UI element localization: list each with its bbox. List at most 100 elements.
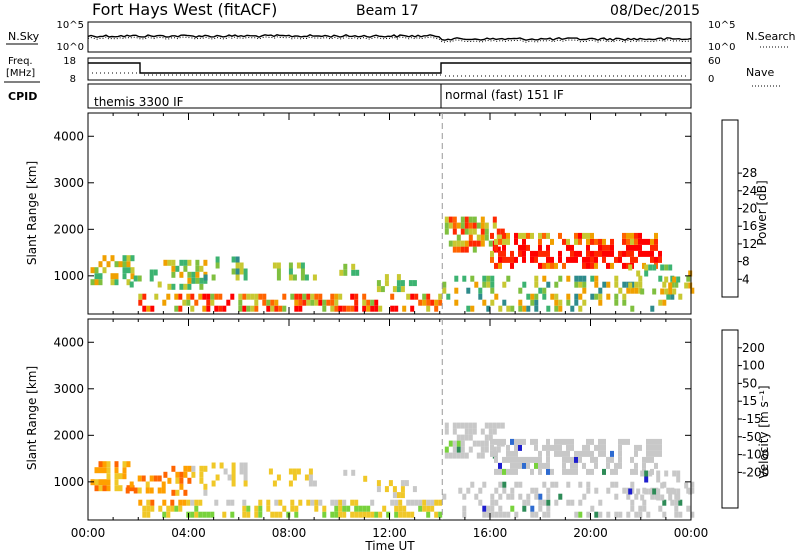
- power-cell: [626, 244, 630, 251]
- vel-cell: [157, 475, 162, 482]
- vel-cell: [122, 473, 127, 480]
- vel-cell: [150, 499, 155, 506]
- power-cell: [530, 299, 535, 306]
- vel-cell: [618, 438, 622, 445]
- vel-cell: [662, 499, 667, 506]
- power-cell: [546, 256, 550, 263]
- vel-cell: [231, 480, 236, 487]
- vel-cell: [129, 481, 134, 488]
- power-cell: [590, 232, 594, 239]
- power-cell: [167, 283, 172, 290]
- power-cell: [634, 232, 638, 239]
- vel-cell: [258, 505, 263, 512]
- vel-cell: [546, 487, 551, 494]
- power-cell: [310, 293, 315, 300]
- power-cell: [626, 250, 630, 257]
- vel-cell: [306, 499, 311, 506]
- vel-cell: [654, 438, 658, 445]
- vel-cell: [484, 422, 489, 429]
- vel-cell: [258, 511, 263, 518]
- vel-cell: [170, 505, 175, 512]
- vel-cell: [566, 444, 570, 451]
- power-cell: [203, 259, 208, 266]
- power-cell: [262, 299, 267, 306]
- power-cell: [622, 232, 626, 239]
- vel-cell: [484, 446, 489, 453]
- vel-cell: [602, 450, 606, 457]
- vel-cell: [142, 505, 147, 512]
- y-tick-label: 2000: [53, 222, 84, 236]
- vel-cell: [476, 452, 481, 459]
- power-cell: [510, 305, 515, 312]
- power-cell: [668, 288, 673, 295]
- power-cell: [674, 281, 679, 288]
- vel-cell: [194, 499, 199, 506]
- vel-cell: [230, 511, 235, 518]
- power-cell: [187, 277, 192, 284]
- vel-cell: [464, 422, 469, 429]
- power-cell: [654, 232, 658, 239]
- freq-label-2: [MHz]: [6, 68, 35, 79]
- vel-cell: [444, 446, 449, 453]
- vel-cell: [506, 493, 511, 500]
- power-cell: [130, 267, 135, 274]
- power-cell: [610, 262, 614, 269]
- vel-cell: [530, 487, 535, 494]
- vel-cell: [578, 499, 583, 506]
- vel-cell: [166, 505, 171, 512]
- x-tick-label: 12:00: [372, 526, 407, 540]
- vel-cell: [161, 481, 166, 488]
- power-cell: [622, 262, 626, 269]
- power-cell: [554, 262, 558, 269]
- y-tick-label: 4000: [53, 335, 84, 349]
- power-cell: [452, 240, 457, 247]
- vel-cell: [626, 438, 630, 445]
- vel-cell: [456, 434, 461, 441]
- vel-cell: [534, 462, 538, 469]
- y-tick-label: 1000: [53, 269, 84, 283]
- nave-tick-top: 60: [708, 56, 721, 67]
- power-cell: [630, 232, 634, 239]
- vel-cell: [122, 467, 127, 474]
- vel-cell: [546, 444, 550, 451]
- vel-cell: [562, 462, 566, 469]
- vel-cell: [394, 511, 399, 518]
- power-cell: [506, 275, 511, 282]
- vel-cell: [526, 456, 530, 463]
- vel-cell: [410, 499, 415, 506]
- vel-cell: [510, 468, 514, 475]
- power-cell: [522, 232, 526, 239]
- vel-cell: [660, 482, 665, 489]
- power-cell: [506, 305, 511, 312]
- power-cell: [650, 250, 654, 257]
- vel-cell: [106, 479, 111, 486]
- power-cell: [470, 275, 475, 282]
- vel-cell: [598, 444, 602, 451]
- power-cell: [298, 305, 303, 312]
- vel-cell: [650, 493, 655, 500]
- vel-cell: [243, 468, 248, 475]
- vel-cell: [179, 483, 184, 490]
- vel-cell: [183, 489, 188, 496]
- vel-cell: [346, 505, 351, 512]
- vel-cell: [690, 511, 695, 518]
- power-cell: [566, 275, 571, 282]
- power-cell: [518, 244, 522, 251]
- vel-cell: [268, 468, 273, 475]
- power-cell: [146, 305, 151, 312]
- vel-cell: [175, 477, 180, 484]
- vel-cell: [570, 456, 574, 463]
- power-cell: [149, 275, 154, 282]
- power-cell: [157, 281, 162, 288]
- vel-cell: [444, 452, 449, 459]
- vel-cell: [526, 493, 531, 500]
- vel-cell: [618, 444, 622, 451]
- power-cell: [522, 244, 526, 251]
- power-cell: [374, 305, 379, 312]
- power-cell: [490, 281, 495, 288]
- vel-cell: [231, 462, 236, 469]
- vel-cell: [514, 468, 518, 475]
- vel-cell: [278, 499, 283, 506]
- power-cell: [480, 228, 485, 235]
- y-tick-label: 3000: [53, 382, 84, 396]
